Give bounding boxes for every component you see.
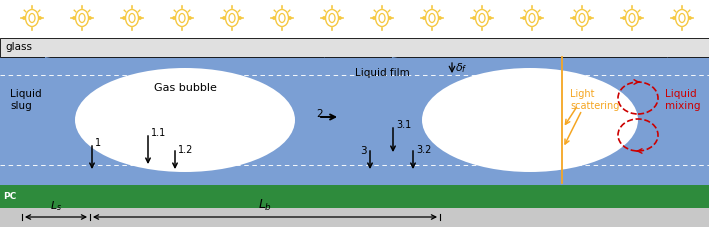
Circle shape [489,17,491,19]
Circle shape [389,17,391,19]
Bar [0,38,709,57]
Text: 3: 3 [360,146,367,156]
Text: 1.1: 1.1 [151,128,166,138]
Circle shape [639,17,641,19]
Circle shape [573,17,575,19]
Circle shape [39,17,41,19]
Circle shape [439,17,441,19]
Circle shape [689,17,691,19]
Circle shape [273,17,275,19]
Circle shape [73,17,75,19]
Polygon shape [608,57,668,185]
Text: Liquid
slug: Liquid slug [10,89,42,111]
Text: Gas bubble: Gas bubble [154,83,216,93]
Circle shape [23,17,26,19]
Ellipse shape [422,68,638,172]
Polygon shape [265,57,325,185]
Circle shape [223,17,225,19]
Text: Light
scattering: Light scattering [570,89,620,111]
Circle shape [339,17,341,19]
Text: 2: 2 [316,109,323,119]
Circle shape [523,17,525,19]
Text: glass: glass [5,42,32,52]
Text: PC: PC [3,192,16,201]
Bar [0,208,709,227]
Circle shape [423,17,425,19]
Ellipse shape [75,68,295,172]
Circle shape [539,17,541,19]
Circle shape [323,17,325,19]
Polygon shape [45,57,105,185]
Text: 3.1: 3.1 [396,120,411,130]
Text: Liquid
mixing: Liquid mixing [665,89,700,111]
Circle shape [673,17,675,19]
Bar [0,185,709,208]
Text: 1.2: 1.2 [178,145,194,155]
Text: $L_b$: $L_b$ [258,198,272,213]
Text: 3.2: 3.2 [416,145,431,155]
Text: Liquid film: Liquid film [355,68,410,78]
Polygon shape [392,57,452,185]
Bar [0,57,709,185]
Text: 1: 1 [95,138,101,148]
Circle shape [588,17,591,19]
Circle shape [289,17,291,19]
Circle shape [139,17,141,19]
Circle shape [89,17,91,19]
Circle shape [473,17,475,19]
Circle shape [173,17,175,19]
Circle shape [189,17,191,19]
Circle shape [239,17,241,19]
Text: $L_s$: $L_s$ [50,199,62,213]
Circle shape [123,17,125,19]
Circle shape [373,17,375,19]
Text: $\delta_f$: $\delta_f$ [455,61,467,75]
Circle shape [623,17,625,19]
